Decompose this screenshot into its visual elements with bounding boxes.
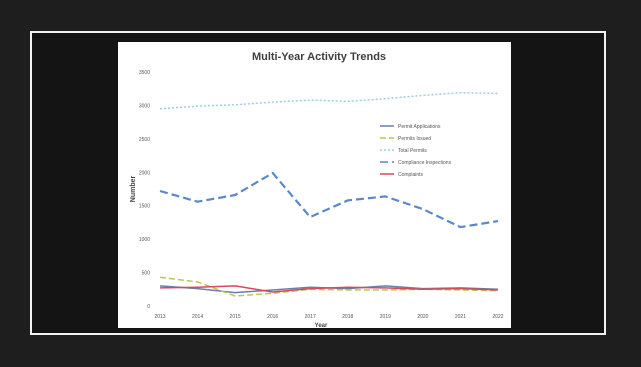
x-axis-label: Year bbox=[315, 323, 328, 328]
legend-label: Total Permits bbox=[398, 148, 427, 154]
legend-label: Compliance Inspections bbox=[398, 160, 452, 166]
y-tick-label: 2000 bbox=[139, 170, 150, 176]
x-tick-label: 2016 bbox=[267, 314, 278, 320]
x-tick-label: 2019 bbox=[380, 314, 391, 320]
y-axis-label: Number bbox=[130, 176, 137, 203]
series-line-3 bbox=[159, 171, 499, 229]
x-tick-label: 2015 bbox=[230, 314, 241, 320]
y-tick-label: 0 bbox=[147, 304, 150, 310]
x-tick-label: 2013 bbox=[154, 314, 165, 320]
line-chart: Multi-Year Activity Trends 0 500 1000 1500 20… bbox=[130, 51, 504, 328]
legend-label: Permits Issued bbox=[398, 136, 431, 142]
y-tick-label: 500 bbox=[142, 271, 151, 277]
x-tick-label: 2018 bbox=[342, 314, 353, 320]
chart-title: Multi-Year Activity Trends bbox=[252, 51, 386, 63]
y-tick-label: 2500 bbox=[139, 137, 150, 143]
legend-label: Permit Applications bbox=[398, 124, 441, 130]
y-tick-label: 1500 bbox=[139, 204, 150, 210]
x-tick-label: 2014 bbox=[192, 314, 203, 320]
x-tick-label: 2021 bbox=[455, 314, 466, 320]
x-tick-label: 2017 bbox=[305, 314, 316, 320]
series-line-4 bbox=[159, 285, 499, 293]
legend-label: Complaints bbox=[398, 172, 424, 178]
series-line-2 bbox=[159, 91, 499, 110]
x-tick-label: 2020 bbox=[417, 314, 428, 320]
y-tick-label: 1000 bbox=[139, 237, 150, 243]
chart-card: Multi-Year Activity Trends 0 500 1000 1500 20… bbox=[118, 42, 511, 328]
y-tick-label: 3500 bbox=[139, 70, 150, 76]
x-tick-label: 2022 bbox=[492, 314, 503, 320]
y-tick-label: 3000 bbox=[139, 103, 150, 109]
